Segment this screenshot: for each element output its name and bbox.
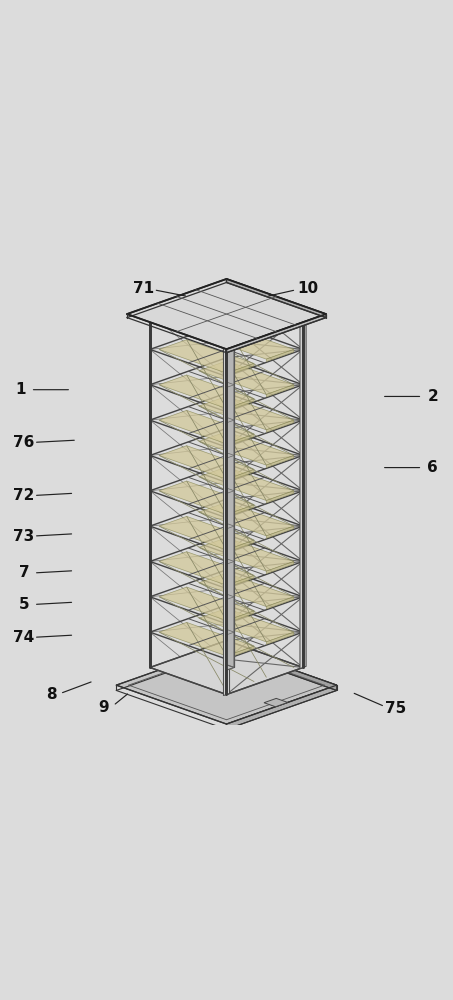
Polygon shape — [266, 632, 294, 644]
Polygon shape — [159, 516, 254, 550]
Text: 8: 8 — [47, 687, 57, 702]
Polygon shape — [127, 279, 326, 349]
Polygon shape — [226, 469, 254, 482]
Polygon shape — [226, 311, 234, 667]
Polygon shape — [199, 538, 294, 571]
Polygon shape — [159, 446, 254, 479]
Polygon shape — [266, 597, 294, 609]
Polygon shape — [266, 561, 294, 574]
Polygon shape — [199, 467, 294, 500]
Polygon shape — [300, 313, 306, 669]
Polygon shape — [266, 455, 294, 468]
Text: 1: 1 — [15, 382, 25, 397]
Polygon shape — [199, 361, 294, 394]
Text: 5: 5 — [19, 597, 29, 612]
Polygon shape — [199, 326, 294, 359]
Text: 75: 75 — [385, 701, 406, 716]
Polygon shape — [159, 622, 254, 656]
Polygon shape — [159, 481, 254, 515]
Polygon shape — [159, 375, 254, 409]
Polygon shape — [264, 698, 288, 707]
Polygon shape — [226, 646, 254, 658]
Polygon shape — [199, 608, 294, 642]
Polygon shape — [266, 491, 294, 503]
Polygon shape — [226, 314, 326, 353]
Polygon shape — [199, 573, 294, 607]
Polygon shape — [159, 410, 254, 444]
Polygon shape — [226, 399, 254, 411]
Text: 76: 76 — [13, 435, 34, 450]
Text: 72: 72 — [13, 488, 34, 503]
Polygon shape — [150, 287, 303, 341]
Polygon shape — [226, 646, 337, 690]
Polygon shape — [226, 363, 254, 376]
Polygon shape — [223, 340, 230, 696]
Text: 73: 73 — [13, 529, 34, 544]
Polygon shape — [159, 340, 254, 373]
Polygon shape — [226, 314, 234, 670]
Polygon shape — [266, 420, 294, 432]
Polygon shape — [226, 576, 254, 588]
Polygon shape — [226, 685, 337, 729]
Text: 6: 6 — [427, 460, 438, 475]
Text: 7: 7 — [19, 565, 29, 580]
Text: 74: 74 — [13, 630, 34, 645]
Polygon shape — [116, 646, 337, 724]
Polygon shape — [226, 540, 254, 552]
Text: 71: 71 — [133, 281, 154, 296]
Polygon shape — [266, 385, 294, 397]
Polygon shape — [150, 640, 303, 694]
Polygon shape — [226, 434, 254, 446]
Polygon shape — [199, 432, 294, 465]
Text: 9: 9 — [99, 700, 109, 715]
Polygon shape — [226, 505, 254, 517]
Polygon shape — [266, 526, 294, 538]
Polygon shape — [199, 502, 294, 536]
Polygon shape — [226, 279, 326, 318]
Polygon shape — [199, 396, 294, 430]
Polygon shape — [226, 611, 254, 623]
Polygon shape — [266, 349, 294, 362]
Polygon shape — [159, 587, 254, 621]
Text: 2: 2 — [427, 389, 438, 404]
Polygon shape — [159, 552, 254, 585]
Text: 10: 10 — [297, 281, 318, 296]
